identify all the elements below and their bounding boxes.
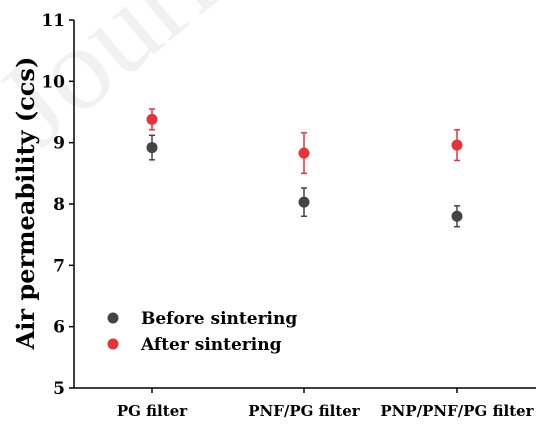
y-tick-label: 6 [53, 318, 65, 338]
legend-entry: Before sintering [141, 309, 297, 329]
x-category-label: PG filter [117, 402, 188, 420]
data-point [451, 210, 463, 222]
y-tick-label: 10 [41, 72, 65, 92]
data-point [298, 196, 310, 208]
legend-marker [107, 312, 119, 324]
data-point [146, 142, 158, 154]
legend: Before sintering After sintering [107, 309, 297, 355]
y-tick-label: 5 [53, 379, 65, 399]
x-axis-categories: PG filter PNF/PG filter PNP/PNF/PG filter [117, 388, 535, 420]
legend-entry: After sintering [140, 335, 282, 355]
x-category-label: PNP/PNF/PG filter [380, 402, 534, 420]
y-tick-label: 9 [53, 134, 65, 154]
y-tick-label: 7 [53, 256, 65, 276]
y-axis-ticks: 5 6 7 8 9 10 11 [41, 11, 74, 399]
y-axis-label: Air permeability (ccs) [11, 57, 40, 351]
data-point [298, 147, 310, 159]
legend-marker [107, 338, 119, 350]
data-point [146, 113, 158, 125]
data-point [451, 139, 463, 151]
data-marks [146, 108, 463, 228]
y-tick-label: 11 [41, 11, 65, 31]
x-category-label: PNF/PG filter [248, 402, 361, 420]
y-tick-label: 8 [53, 195, 65, 215]
